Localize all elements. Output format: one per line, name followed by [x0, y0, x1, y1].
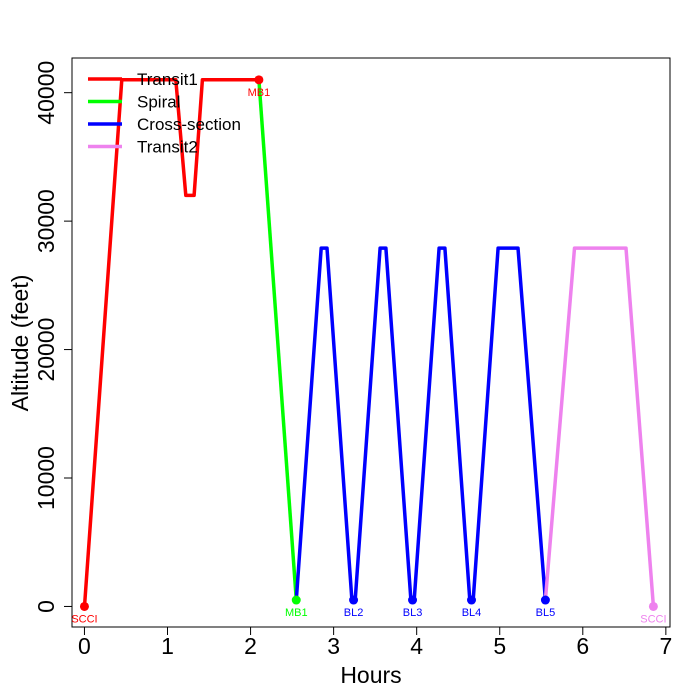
waypoint-marker: [540, 595, 550, 605]
x-tick-label: 0: [78, 633, 91, 659]
waypoint-label: MB1: [248, 87, 271, 99]
x-tick-label: 7: [659, 633, 672, 659]
waypoint-marker: [291, 595, 301, 605]
x-tick-label: 6: [576, 633, 589, 659]
series-line-spiral: [257, 79, 299, 601]
legend: Transit1 Spiral Cross-section Transit2: [88, 70, 241, 157]
waypoint-marker: [408, 595, 418, 605]
x-axis-label: Hours: [340, 662, 401, 688]
y-tick-label: 30000: [33, 189, 59, 253]
waypoint-label: BL3: [403, 607, 423, 619]
waypoint-marker: [349, 595, 359, 605]
waypoint-label: SCCI: [71, 613, 97, 625]
series-layer: [82, 78, 656, 607]
waypoint-label: BL5: [536, 607, 556, 619]
y-tick-label: 20000: [33, 318, 59, 382]
x-tick-label: 4: [410, 633, 423, 659]
x-tick-label: 2: [244, 633, 257, 659]
series-line-cross-section: [294, 246, 548, 602]
legend-entry: Transit2: [137, 138, 198, 157]
legend-entry: Spiral: [137, 93, 180, 112]
y-tick-label: 0: [33, 600, 59, 613]
waypoint-marker: [648, 601, 658, 611]
y-tick-label: 40000: [33, 61, 59, 125]
legend-entry: Cross-section: [137, 115, 241, 134]
waypoint-label: MB1: [285, 607, 308, 619]
x-axis: 0 1 2 3 4 5 6 7: [78, 626, 672, 659]
waypoint-label: SCCI: [640, 613, 666, 625]
series-line-transit2: [543, 246, 656, 607]
waypoint-marker: [254, 75, 264, 85]
x-tick-label: 1: [161, 633, 174, 659]
x-tick-label: 3: [327, 633, 340, 659]
y-axis: 0 10000 20000 30000 40000: [33, 61, 73, 613]
waypoint-marker: [466, 595, 476, 605]
y-tick-label: 10000: [33, 446, 59, 510]
waypoint-marker: [79, 601, 89, 611]
waypoint-layer: SCCI MB1 MB1 BL2 BL3 BL4 BL5 SCCI: [71, 75, 667, 625]
waypoint-label: BL4: [462, 607, 482, 619]
waypoint-label: BL2: [344, 607, 364, 619]
y-axis-label: Altitude (feet): [7, 275, 33, 412]
x-tick-label: 5: [493, 633, 506, 659]
series-line-transit1: [82, 78, 259, 607]
legend-entry: Transit1: [137, 70, 198, 89]
